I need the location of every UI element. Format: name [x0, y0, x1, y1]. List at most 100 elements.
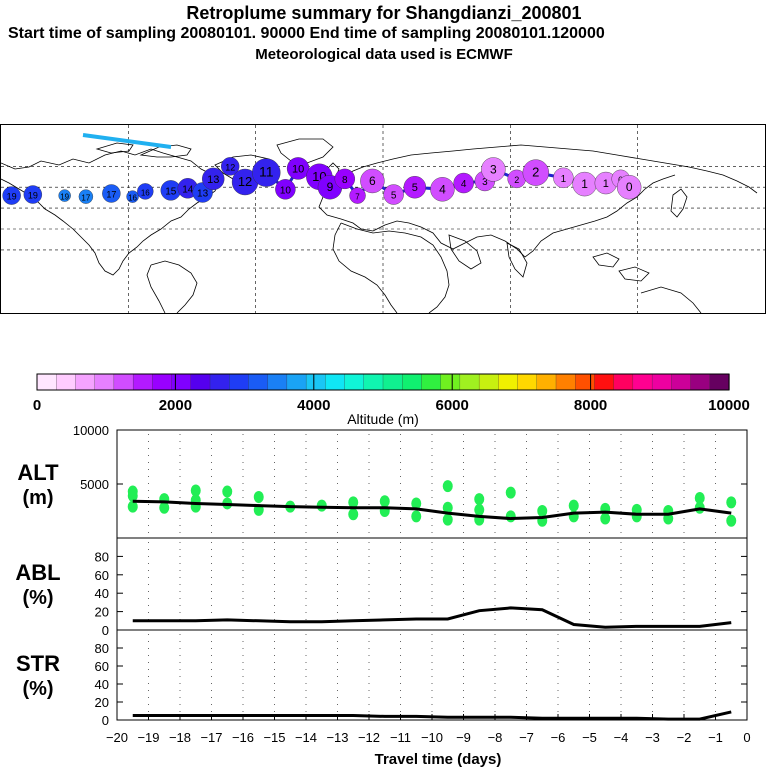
altitude-colorbar: 0 2000 4000 6000 8000 10000 Altitude (m) — [33, 373, 750, 427]
x-tick-label: −3 — [645, 730, 660, 745]
x-axis: −20 −19 −18 −17 −16 −15 −14 −13 −12 −11 −10 −9 −8 −7−… — [106, 714, 751, 745]
colorbar-cell — [171, 373, 192, 391]
x-tick-label: −19 — [137, 730, 159, 745]
plume-circle — [383, 184, 404, 205]
plume-marker-label: 10 — [292, 163, 304, 175]
y-tick-label: 20 — [95, 605, 109, 620]
plume-marker-label: 14 — [182, 184, 194, 195]
plume-marker-label: 16 — [141, 188, 150, 197]
panel-ylabel: STR — [16, 651, 60, 676]
plume-marker-label: 1 — [603, 178, 609, 190]
alt-point — [127, 485, 138, 498]
plume-marker: 19 — [58, 189, 71, 202]
colorbar-cell — [229, 373, 250, 391]
plume-marker: 5 — [403, 176, 427, 199]
plume-marker-label: 13 — [207, 174, 219, 186]
plume-circle — [334, 168, 355, 190]
alt-point — [411, 497, 422, 510]
sampling-times: Start time of sampling 20080101. 90000 E… — [8, 25, 605, 42]
series-line — [132, 606, 732, 629]
colorbar-cell — [690, 373, 711, 391]
colorbar-tick-label: 10000 — [708, 397, 750, 414]
plume-circle — [430, 177, 455, 202]
colorbar-cell — [382, 373, 403, 391]
alt-point — [600, 512, 611, 525]
colorbar-cell — [363, 373, 384, 391]
x-tick-label: 0 — [743, 730, 750, 745]
plume-marker-label: 17 — [106, 189, 116, 199]
plume-marker: 7 — [349, 187, 366, 204]
alt-point — [631, 510, 642, 523]
retroplume-map: 19 19 19 17 17 16 16 15 14 13 13 12 12 11 10 10 10 9 8 7 6 5 5… — [0, 124, 766, 314]
x-tick-label: −17 — [200, 730, 222, 745]
colorbar-cell — [498, 373, 519, 391]
y-tick-label: 80 — [95, 549, 109, 564]
colorbar-cell — [651, 373, 672, 391]
plume-circle — [23, 185, 43, 204]
plume-marker: 1 — [553, 167, 574, 189]
plume-marker: 17 — [78, 189, 94, 204]
panel-ylabel: ALT — [17, 460, 59, 485]
plume-circle — [252, 158, 281, 187]
plume-marker-label: 7 — [355, 193, 360, 202]
y-tick-label: 5000 — [80, 477, 109, 492]
plume-circle — [453, 172, 474, 194]
colorbar-cell — [190, 373, 211, 391]
plume-marker: 11 — [252, 158, 281, 187]
alt-point — [474, 493, 485, 506]
colorbar-tick-label: 6000 — [436, 397, 469, 414]
colorbar-cell — [305, 373, 326, 391]
x-tick-label: −16 — [232, 730, 254, 745]
y-tick-label: 60 — [95, 568, 109, 583]
plume-marker-label: 17 — [81, 194, 90, 203]
plume-marker: 12 — [220, 157, 240, 176]
alt-panel: 10000 5000 ALT(m) — [17, 423, 748, 539]
plume-marker: 1 — [572, 171, 597, 197]
colorbar-cell — [286, 373, 307, 391]
colorbar-cell — [132, 373, 153, 391]
x-axis-title: Travel time (days) — [375, 751, 502, 768]
plume-circle — [403, 176, 427, 199]
plume-marker-label: 19 — [60, 193, 69, 202]
alt-point — [726, 496, 737, 509]
plume-marker: 5 — [383, 184, 404, 205]
colorbar-cell — [113, 373, 134, 391]
plume-marker: 10 — [286, 157, 310, 180]
colorbar-cells — [36, 373, 730, 391]
coastlines — [1, 138, 758, 313]
colorbar-cell — [440, 373, 461, 391]
plume-marker-label: 16 — [128, 194, 137, 203]
plume-marker-label: 5 — [391, 191, 397, 202]
colorbar-axis-title: Altitude (m) — [347, 411, 419, 427]
x-tick-label: −1 — [708, 730, 723, 745]
plume-circle — [58, 189, 71, 202]
plume-marker: 4 — [430, 177, 455, 202]
plume-marker: 16 — [126, 190, 139, 203]
x-tick-label: −18 — [169, 730, 191, 745]
alt-point — [442, 480, 453, 493]
plume-circle — [522, 159, 549, 186]
x-tick-label: −11 — [390, 730, 411, 745]
alt-mean-line — [132, 499, 732, 521]
colorbar-cell — [56, 373, 77, 391]
plume-marker-label: 9 — [327, 180, 334, 194]
colorbar-cell — [632, 373, 653, 391]
plume-circle — [220, 157, 240, 176]
colorbar-cell — [267, 373, 288, 391]
y-tick-label: 10000 — [73, 423, 109, 438]
alt-point — [694, 492, 705, 505]
plume-circle — [275, 179, 296, 200]
plume-marker-label: 1 — [561, 174, 567, 185]
plume-marker: 4 — [453, 172, 474, 194]
plume-marker: 13 — [202, 167, 225, 191]
plume-marker-label: 8 — [342, 175, 348, 186]
plume-marker-label: 4 — [439, 182, 446, 196]
plume-marker: 19 — [23, 185, 43, 204]
colorbar-tick-label: 2000 — [159, 397, 192, 414]
alt-point — [159, 501, 170, 514]
colorbar-cell — [402, 373, 423, 391]
alt-point — [442, 501, 453, 514]
plume-marker-label: 5 — [412, 182, 418, 194]
plume-circle — [286, 157, 310, 180]
